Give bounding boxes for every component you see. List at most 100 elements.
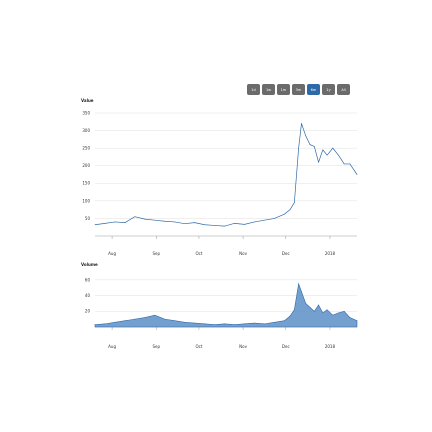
price-point [305,135,307,137]
price-point [301,123,302,124]
volume-series [94,282,358,328]
price-line [94,123,358,227]
volume-x-tick-label: Nov [239,344,247,349]
volume-y-ticks: 60 40 20 [85,277,91,313]
range-button-1y[interactable]: 1y [322,84,335,95]
price-point [332,147,334,149]
price-point [309,144,311,145]
price-point [94,224,96,226]
price-x-tick-label: Aug [108,251,116,256]
range-button-1m[interactable]: 1m [277,84,290,95]
price-point [214,225,215,226]
price-point [318,161,319,163]
range-button-label: All [341,88,345,92]
volume-x-tick-label: Dec [282,344,290,349]
range-button-6m[interactable]: 6m [307,84,320,95]
volume-point [94,324,96,325]
price-y-tick-label: 50 [85,216,91,221]
volume-point [154,314,156,316]
volume-point [293,309,295,311]
price-x-tick-label: Oct [195,251,202,256]
price-point [194,222,196,223]
volume-point [224,323,225,325]
price-point [184,223,186,225]
price-point [144,218,146,220]
price-point [356,174,358,175]
price-x-tick-label: Dec [282,251,290,256]
price-y-ticks: 350 300 250 200 150 100 50 [82,110,90,220]
volume-x-tick-label: Sep [152,344,160,349]
price-y-tick-label: 200 [82,163,90,168]
volume-point [174,320,176,322]
volume-point [234,324,235,325]
range-button-label: 1m [281,88,287,92]
volume-point [332,314,334,316]
range-button-label: 3m [296,88,302,92]
price-x-tick-label: 2018 [325,251,336,256]
volume-point [343,310,345,312]
price-point [343,163,345,165]
volume-point [309,307,311,308]
price-point [322,149,324,151]
volume-point [305,303,307,304]
volume-point [338,312,339,314]
volume-point [298,283,299,285]
price-point [174,221,176,223]
price-point [244,224,245,225]
volume-point [254,322,255,324]
volume-point [349,317,351,318]
price-y-tick-label: 150 [82,181,90,186]
range-button-bg [277,84,290,95]
range-selector: 1d 1w 1m 3m 6m 1y All [247,84,350,95]
range-button-3m[interactable]: 3m [292,84,305,95]
price-point [164,220,166,222]
range-button-1w[interactable]: 1w [262,84,275,95]
range-button-1d[interactable]: 1d [247,84,260,95]
price-point [204,224,205,226]
volume-point [356,320,358,322]
volume-point [134,318,136,320]
volume-point [318,304,319,306]
volume-point [114,321,116,323]
price-point [326,154,328,156]
volume-point [144,317,146,318]
price-point [274,218,275,219]
volume-point [274,321,275,323]
price-point [349,163,351,165]
volume-point [322,312,324,314]
volume-point [214,324,215,325]
price-point [234,222,235,224]
volume-point [244,323,245,325]
price-x-tick-label: Nov [239,251,247,256]
price-grid [95,112,357,239]
price-point [338,154,339,156]
price-panel: 350 300 250 200 150 100 50 Aug Sep Oct Nov Dec 2018… [81,98,358,256]
range-button-all[interactable]: All [337,84,350,95]
volume-y-tick-label: 40 [85,293,91,298]
range-button-bg [262,84,275,95]
price-point [134,216,136,218]
range-button-bg [292,84,305,95]
price-y-tick-label: 250 [82,146,90,151]
range-button-label: 1d [251,88,255,92]
range-button-label: 6m [311,88,317,92]
price-point [313,146,315,147]
volume-x-ticks: Aug Sep Oct Nov Dec 2018 [108,344,335,349]
volume-point [326,309,328,311]
price-series [94,123,358,227]
volume-panel: 60 40 20 Aug Sep Oct Nov Dec 2018 Volume [81,262,358,349]
price-point [298,147,299,149]
price-x-tick-label: Sep [152,251,160,256]
price-point [293,202,295,203]
range-button-bg [247,84,260,95]
price-point [264,219,265,221]
price-point [114,221,116,223]
volume-x-tick-label: 2018 [325,344,336,349]
volume-point [164,318,166,320]
volume-point [124,320,126,322]
range-button-bg [307,84,320,95]
volume-point [194,322,196,324]
volume-point [301,291,302,292]
price-x-ticks: Aug Sep Oct Nov Dec 2018 [108,251,335,256]
volume-point [284,320,285,322]
